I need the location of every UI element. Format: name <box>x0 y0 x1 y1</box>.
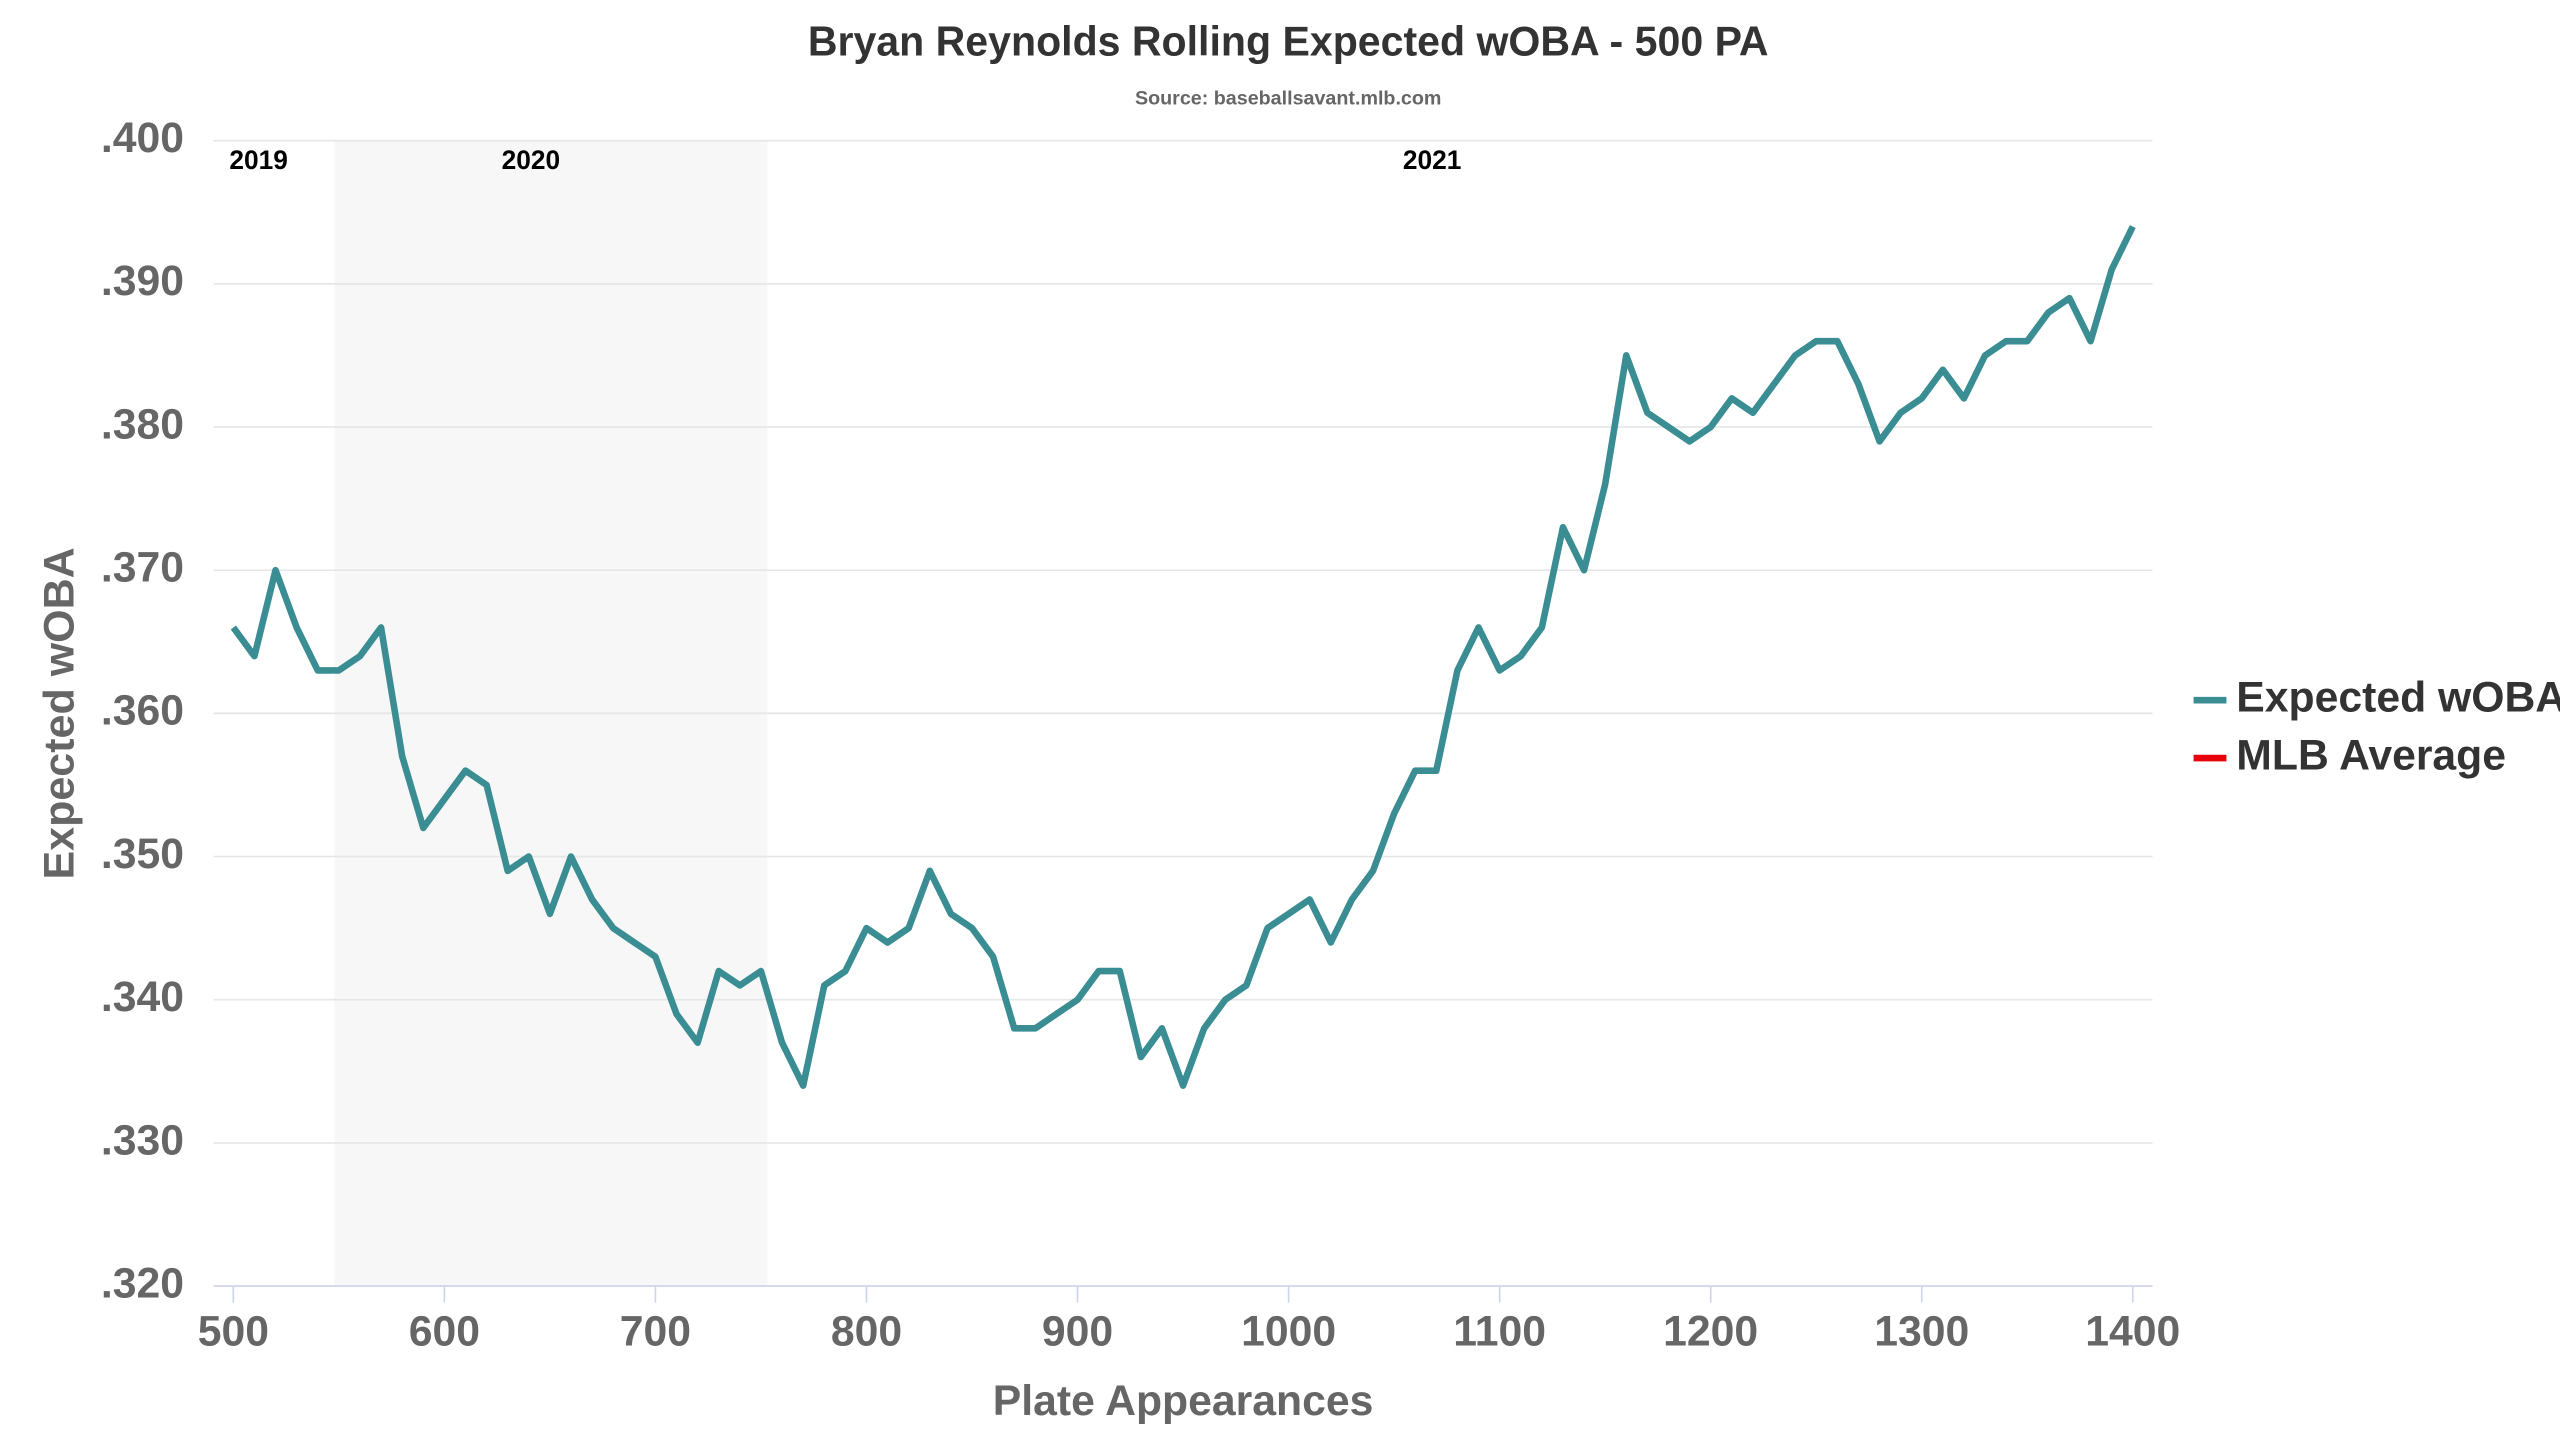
x-tick-label: 500 <box>198 1307 269 1355</box>
legend-label: MLB Average <box>2236 731 2506 779</box>
chart-title: Bryan Reynolds Rolling Expected wOBA - 5… <box>808 18 1769 64</box>
data-line <box>230 225 2136 1089</box>
x-tick-label: 1300 <box>1874 1307 1969 1355</box>
y-axis-label: Expected wOBA <box>36 547 84 879</box>
x-tick-label: 700 <box>620 1307 691 1355</box>
x-axis-label: Plate Appearances <box>993 1377 1374 1425</box>
chart-subtitle: Source: baseballsavant.mlb.com <box>1135 87 1441 109</box>
legend-label: Expected wOBA <box>2236 673 2560 721</box>
x-tick-label: 600 <box>409 1307 480 1355</box>
x-tick-label: 900 <box>1042 1307 1113 1355</box>
y-tick-label: .400 <box>101 114 184 162</box>
x-tick-label: 1200 <box>1663 1307 1758 1355</box>
x-tick-label: 1400 <box>2085 1307 2180 1355</box>
x-tick-label: 1100 <box>1453 1307 1546 1355</box>
y-tick-label: .330 <box>101 1116 184 1164</box>
season-label: 2020 <box>502 145 560 175</box>
y-tick-label: .380 <box>101 400 184 448</box>
y-tick-label: .320 <box>101 1259 184 1307</box>
y-tick-label: .370 <box>101 543 184 591</box>
y-tick-label: .350 <box>101 830 184 878</box>
season-label: 2021 <box>1403 145 1461 175</box>
x-tick-label: 1000 <box>1241 1307 1336 1355</box>
y-tick-label: .390 <box>101 257 184 305</box>
y-tick-label: .360 <box>101 687 184 735</box>
season-label: 2019 <box>229 145 287 175</box>
x-tick-label: 800 <box>831 1307 902 1355</box>
y-tick-label: .340 <box>101 973 184 1021</box>
